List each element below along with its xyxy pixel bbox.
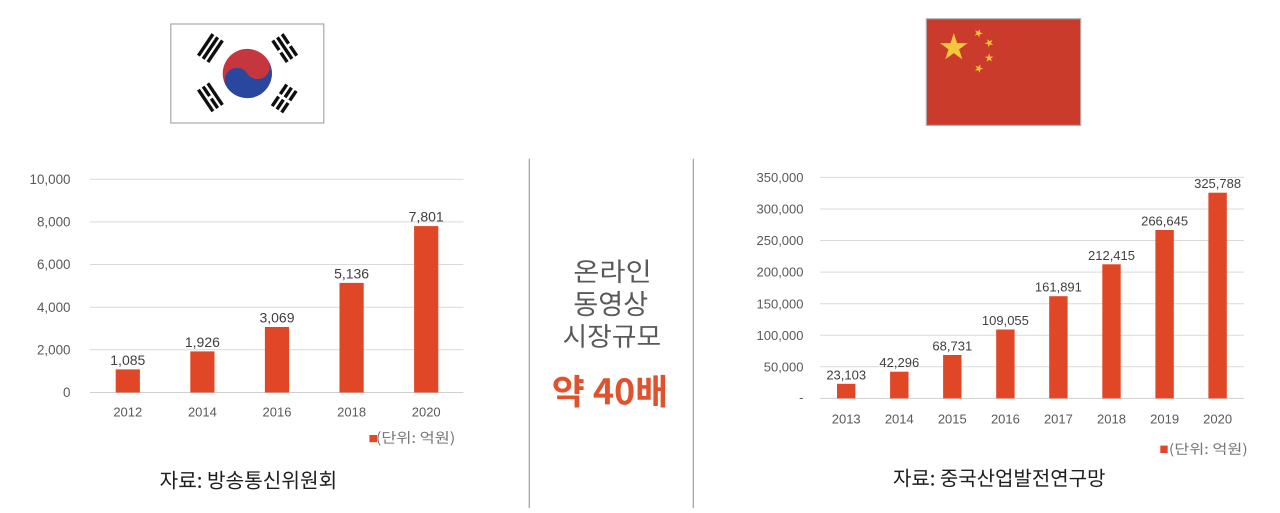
- svg-text:1,085: 1,085: [110, 352, 145, 368]
- svg-text:2019: 2019: [1150, 412, 1179, 427]
- svg-text:10,000: 10,000: [30, 172, 71, 187]
- svg-text:68,731: 68,731: [932, 339, 972, 354]
- svg-text:200,000: 200,000: [757, 265, 804, 280]
- svg-text:2014: 2014: [188, 405, 217, 420]
- svg-text:266,645: 266,645: [1141, 214, 1188, 229]
- svg-text:2018: 2018: [337, 405, 366, 420]
- svg-text:8,000: 8,000: [37, 215, 71, 230]
- svg-text:325,788: 325,788: [1194, 176, 1241, 191]
- svg-text:-: -: [799, 390, 803, 405]
- svg-text:2012: 2012: [113, 405, 142, 420]
- svg-text:2016: 2016: [263, 405, 292, 420]
- svg-text:150,000: 150,000: [757, 296, 804, 311]
- svg-text:2020: 2020: [412, 405, 441, 420]
- svg-text:2014: 2014: [885, 412, 914, 427]
- svg-text:50,000: 50,000: [764, 359, 804, 374]
- svg-text:212,415: 212,415: [1088, 248, 1135, 263]
- svg-text:0: 0: [63, 385, 70, 400]
- svg-text:23,103: 23,103: [826, 367, 866, 382]
- svg-text:3,069: 3,069: [259, 310, 294, 326]
- svg-text:5,136: 5,136: [334, 265, 369, 281]
- svg-text:6,000: 6,000: [37, 257, 71, 272]
- svg-text:250,000: 250,000: [757, 233, 804, 248]
- svg-text:100,000: 100,000: [757, 328, 804, 343]
- svg-text:161,891: 161,891: [1035, 280, 1082, 295]
- svg-text:42,296: 42,296: [879, 355, 919, 370]
- svg-text:2017: 2017: [1044, 412, 1073, 427]
- svg-text:2013: 2013: [832, 412, 861, 427]
- svg-text:2016: 2016: [991, 412, 1020, 427]
- svg-text:2015: 2015: [938, 412, 967, 427]
- svg-text:2,000: 2,000: [37, 342, 71, 357]
- svg-text:7,801: 7,801: [409, 209, 444, 225]
- svg-text:2020: 2020: [1203, 412, 1232, 427]
- svg-text:2018: 2018: [1097, 412, 1126, 427]
- svg-text:350,000: 350,000: [757, 170, 804, 185]
- svg-text:300,000: 300,000: [757, 202, 804, 217]
- svg-text:109,055: 109,055: [982, 313, 1029, 328]
- svg-text:1,926: 1,926: [185, 334, 220, 350]
- svg-text:4,000: 4,000: [37, 300, 71, 315]
